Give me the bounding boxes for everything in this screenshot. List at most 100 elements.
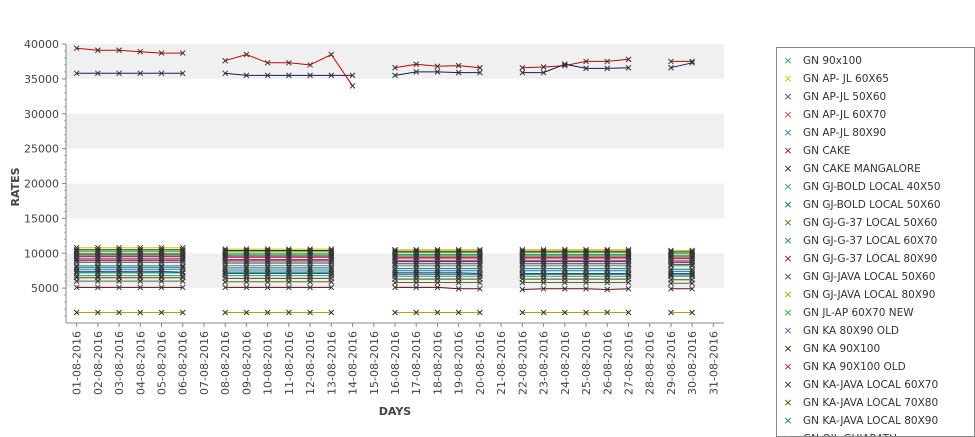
legend-item: × GN GJ-G-37 LOCAL 60X70	[783, 233, 937, 249]
legend-label: GN KA-JAVA LOCAL 70X80	[803, 397, 939, 409]
data-point	[561, 254, 568, 261]
legend-item: × GN GJ-JAVA LOCAL 80X90	[783, 287, 935, 303]
data-point	[179, 246, 186, 253]
data-point	[392, 271, 398, 278]
line-chart: 500010000150002000025000300003500040000 …	[9, 38, 724, 418]
data-point	[94, 70, 101, 77]
legend-label: GN GJ-BOLD LOCAL 50X60	[803, 199, 941, 211]
series-1	[73, 244, 696, 254]
data-point	[73, 45, 80, 52]
data-point	[116, 246, 122, 253]
data-point	[625, 309, 632, 316]
data-point	[137, 269, 144, 276]
x-tick-label: 28-08-2016	[644, 331, 657, 395]
data-point	[392, 265, 398, 272]
data-point	[413, 248, 420, 255]
data-point	[158, 269, 165, 276]
data-point	[328, 247, 335, 254]
legend-label: GN GJ-G-37 LOCAL 80X90	[803, 253, 938, 265]
data-point	[604, 58, 611, 65]
data-point	[179, 278, 186, 285]
data-point	[243, 253, 250, 260]
data-point	[73, 253, 80, 259]
data-point	[561, 285, 568, 292]
legend-item: × GN KA-JAVA LOCAL 70X80	[783, 395, 938, 411]
data-point	[243, 247, 250, 254]
x-tick-label: 22-08-2016	[516, 331, 529, 395]
data-point	[243, 284, 250, 291]
data-point	[349, 72, 356, 79]
x-tick-label: 02-08-2016	[92, 331, 105, 395]
data-point	[307, 62, 313, 68]
x-tick-label: 31-08-2016	[707, 331, 720, 395]
data-point	[583, 265, 589, 272]
data-point	[519, 279, 526, 286]
data-point	[434, 309, 441, 316]
data-point	[73, 278, 80, 285]
data-point	[264, 253, 271, 260]
data-point	[689, 249, 696, 255]
data-point	[455, 69, 462, 76]
data-point	[540, 279, 547, 286]
data-point	[94, 309, 101, 316]
data-point	[434, 254, 441, 261]
legend-label: GN AP- JL 60X65	[803, 73, 889, 85]
data-point	[179, 253, 186, 259]
data-point	[222, 265, 229, 271]
data-point	[158, 264, 165, 271]
y-tick-label: 20000	[24, 178, 59, 191]
data-point	[73, 70, 80, 77]
data-point	[116, 284, 122, 291]
data-point	[625, 285, 632, 292]
data-point	[413, 279, 420, 286]
data-point	[73, 309, 80, 316]
legend-label: GN KA 90X100 OLD	[803, 361, 906, 373]
data-point	[668, 255, 674, 261]
series-line	[522, 63, 629, 74]
x-axis-ticks: 01-08-2016 02-08-2016 03-08-2016 04-08-2016…	[71, 323, 720, 395]
y-tick-label: 10000	[24, 247, 59, 260]
data-point	[561, 62, 568, 69]
data-point	[434, 284, 441, 291]
data-point	[137, 309, 144, 316]
data-point	[158, 70, 165, 77]
data-point	[540, 271, 547, 278]
data-point	[455, 248, 462, 255]
legend-marker-icon: ×	[783, 360, 793, 373]
data-point	[604, 271, 611, 278]
data-point	[243, 72, 250, 79]
data-point	[328, 253, 335, 260]
legend-marker-icon: ×	[783, 324, 793, 337]
data-point	[477, 265, 483, 272]
legend-label: GN JL-AP 60X70 NEW	[803, 307, 914, 319]
series-line	[76, 47, 183, 54]
data-point	[73, 264, 80, 271]
data-point	[73, 284, 80, 291]
data-point	[583, 65, 589, 72]
data-point	[540, 69, 547, 76]
data-point	[392, 64, 398, 71]
data-point	[519, 286, 526, 293]
data-point	[561, 265, 568, 272]
data-point	[392, 284, 398, 291]
data-point	[604, 286, 611, 293]
data-point	[264, 247, 271, 254]
data-point	[413, 271, 420, 278]
data-point	[413, 69, 420, 75]
x-tick-label: 21-08-2016	[495, 331, 508, 395]
data-point	[392, 72, 398, 79]
data-point	[179, 50, 186, 56]
data-point	[625, 64, 632, 71]
data-point	[583, 271, 589, 278]
legend-label: GN KA-JAVA LOCAL 80X90	[803, 415, 939, 427]
data-point	[116, 70, 122, 77]
legend-item: × GN KA-JAVA LOCAL 60X70	[783, 377, 938, 393]
series-line	[522, 58, 629, 69]
x-tick-label: 26-08-2016	[601, 331, 614, 395]
data-point	[158, 309, 165, 316]
data-point	[94, 253, 101, 259]
x-tick-label: 12-08-2016	[304, 331, 317, 395]
x-tick-label: 25-08-2016	[580, 331, 593, 395]
data-point	[668, 309, 674, 316]
y-axis-title: RATES	[9, 167, 22, 206]
